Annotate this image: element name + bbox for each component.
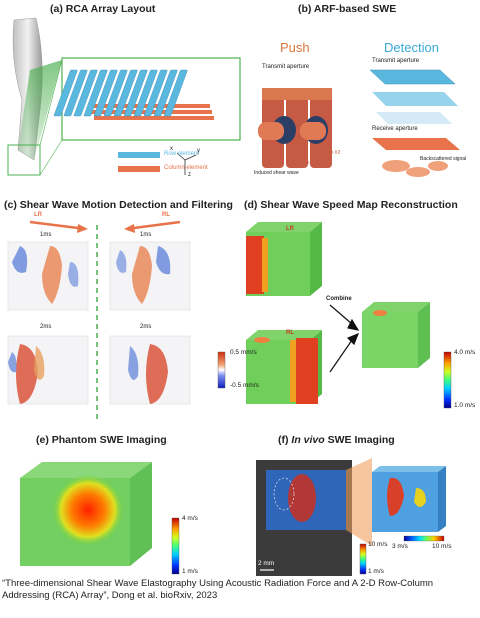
lr-label: LR	[34, 212, 42, 218]
row-element-bar	[113, 69, 138, 117]
speed-e-min-label: 1 m/s	[182, 568, 198, 575]
detection-heading: Detection	[384, 40, 439, 55]
push-transmit-aperture-label: Transmit aperture	[262, 64, 310, 70]
receive-aperture-label: Receive aperture	[372, 126, 418, 132]
colorbar-velocity	[217, 351, 226, 389]
panel-c-title: (c) Shear Wave Motion Detection and Filt…	[4, 199, 233, 211]
panel-b-title: (b) ARF-based SWE	[298, 3, 397, 15]
velocity-max-label: 0.5 mm/s	[230, 349, 257, 356]
column-element-label: Column element	[164, 165, 208, 171]
panel-e-title: (e) Phantom SWE Imaging	[36, 434, 167, 446]
axis-triad	[176, 152, 197, 175]
time-1ms-right: 1ms	[140, 232, 152, 238]
time-2ms-left: 2ms	[40, 324, 52, 330]
colorbar-speed-d	[443, 351, 452, 409]
panel-e-graphic	[20, 462, 180, 575]
row-element-bar	[83, 69, 108, 117]
map-lr-label: LR	[286, 226, 294, 232]
row-element-bar	[153, 69, 178, 117]
row-element-bar	[143, 69, 168, 117]
colorbar-speed-f-horizontal	[403, 535, 445, 542]
row-element-bar	[103, 69, 128, 117]
in-vivo-volume	[372, 472, 438, 532]
row-element-bar	[123, 69, 148, 117]
backscattered-signal-label: Backscattered signal	[420, 156, 467, 162]
hbar-min-label: 3 m/s	[392, 543, 408, 550]
row-element-bar	[53, 69, 78, 117]
push-heading: Push	[280, 40, 310, 55]
beam-cone	[18, 60, 62, 160]
axis-y-label: y	[197, 148, 200, 154]
hbar-max-label: 10 m/s	[432, 543, 452, 550]
axis-x-label: x	[170, 146, 173, 152]
speed-d-max-label: 4.0 m/s	[454, 349, 476, 356]
speed-e-max-label: 4 m/s	[182, 515, 198, 522]
push2-label: Push #2	[322, 150, 341, 156]
inclusion	[52, 474, 124, 546]
detection-receive-stack	[372, 138, 460, 177]
volume-rl-1ms	[109, 241, 191, 311]
detection-transmit-aperture-label: Transmit aperture	[372, 58, 420, 64]
colorbar-speed-f	[359, 543, 367, 575]
row-element-legend	[118, 152, 160, 158]
panel-d-graphic	[246, 222, 452, 409]
volume-lr-1ms	[7, 241, 89, 311]
panel-a-graphic	[7, 17, 241, 176]
combine-label: Combine	[326, 296, 352, 302]
induced-shear-wave-label: Induced shear wave	[254, 170, 299, 176]
panel-f-graphic	[256, 458, 446, 576]
column-element-legend	[118, 166, 160, 172]
panel-c-graphic	[7, 220, 226, 420]
panel-d-title: (d) Shear Wave Speed Map Reconstruction	[244, 199, 458, 211]
rl-label: RL	[162, 212, 170, 218]
scale-bar-label: 2 mm	[258, 560, 275, 567]
speed-d-min-label: 1.0 m/s	[454, 402, 476, 409]
row-element-bar	[163, 69, 188, 117]
velocity-min-label: -0.5 mm/s	[230, 382, 259, 389]
lr-arrow	[29, 220, 88, 233]
axis-z-label: z	[188, 172, 191, 178]
row-elements	[53, 69, 188, 117]
volume-rl-2ms	[109, 335, 191, 405]
colorbar-speed-e	[171, 517, 180, 575]
row-element-bar	[93, 69, 118, 117]
combine-arrows	[329, 304, 360, 373]
speed-f-min-label: 1 m/s	[368, 568, 384, 575]
row-element-bar	[133, 69, 158, 117]
detection-transmit-stack	[369, 69, 458, 124]
rl-arrow	[124, 220, 181, 233]
row-element-bar	[73, 69, 98, 117]
time-2ms-right: 2ms	[140, 324, 152, 330]
panel-a-title: (a) RCA Array Layout	[50, 3, 156, 15]
panel-f-title: (f) In vivo SWE Imaging	[278, 434, 395, 446]
time-1ms-left: 1ms	[40, 232, 52, 238]
push-transducer	[258, 88, 332, 168]
probe-highlight-box	[7, 144, 41, 176]
push1-label: Push #1	[298, 160, 317, 166]
speed-f-max-label: 10 m/s	[368, 541, 388, 548]
speed-map-rl	[246, 330, 322, 404]
row-element-bar	[63, 69, 88, 117]
row-element-label: Row element	[164, 151, 200, 157]
volume-lr-2ms	[7, 335, 89, 405]
speed-map-combined	[362, 302, 430, 368]
speed-map-lr	[246, 222, 322, 296]
figure-caption: “Three-dimensional Shear Wave Elastograp…	[2, 578, 434, 601]
panel-b-graphic	[258, 69, 460, 177]
map-rl-label: RL	[286, 330, 294, 336]
